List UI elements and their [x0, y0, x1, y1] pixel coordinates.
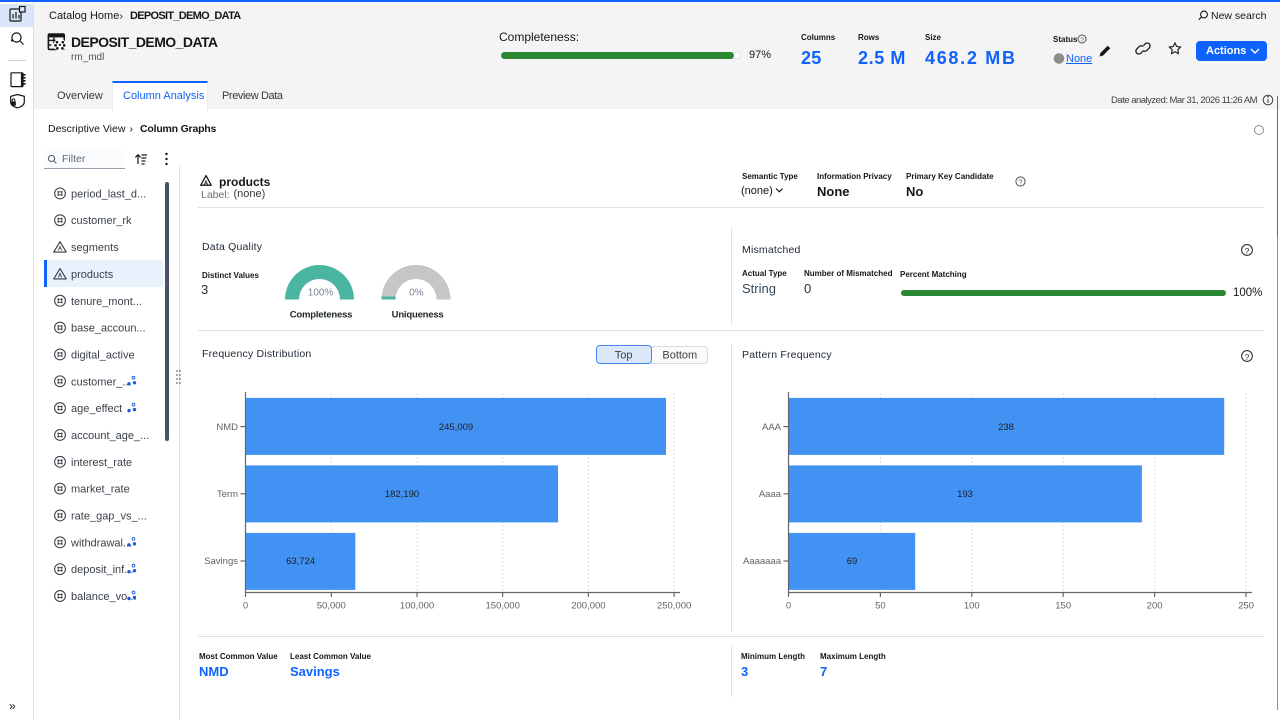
svg-text:NMD: NMD — [216, 422, 238, 433]
svg-text:?: ? — [1245, 246, 1250, 256]
svg-text:market_rate: market_rate — [71, 484, 130, 496]
svg-text:193: 193 — [957, 489, 973, 500]
svg-text:account_age_...: account_age_... — [71, 430, 149, 442]
svg-text:interest_rate: interest_rate — [71, 457, 132, 469]
svg-text:150,000: 150,000 — [486, 601, 520, 612]
svg-text:period_last_d...: period_last_d... — [71, 188, 146, 200]
svg-text:Bottom: Bottom — [662, 350, 697, 362]
svg-text:69: 69 — [847, 556, 858, 567]
svg-text:digital_active: digital_active — [71, 349, 135, 361]
svg-text:A: A — [58, 273, 63, 279]
svg-text:Term: Term — [217, 489, 238, 500]
svg-text:0: 0 — [786, 601, 791, 612]
svg-text:63,724: 63,724 — [286, 556, 315, 567]
svg-text:Savings: Savings — [204, 556, 238, 567]
svg-text:tenure_mont...: tenure_mont... — [71, 296, 142, 308]
svg-text:AAA: AAA — [762, 422, 782, 433]
svg-text:200,000: 200,000 — [571, 601, 605, 612]
svg-text:0%: 0% — [409, 288, 424, 299]
svg-text:Top: Top — [615, 350, 633, 362]
svg-text:A: A — [204, 180, 209, 186]
svg-text:Completeness: Completeness — [290, 310, 353, 321]
svg-text:segments: segments — [71, 242, 119, 254]
svg-text:100: 100 — [964, 601, 980, 612]
svg-text:rate_gap_vs_...: rate_gap_vs_... — [71, 510, 147, 522]
svg-text:50,000: 50,000 — [317, 601, 346, 612]
svg-text:?: ? — [1245, 352, 1250, 362]
svg-text:deposit_inf...: deposit_inf... — [71, 564, 133, 576]
svg-text:150: 150 — [1055, 601, 1071, 612]
svg-text:customer_rk: customer_rk — [71, 215, 132, 227]
svg-text:Aaaa: Aaaa — [759, 489, 782, 500]
svg-text:age_effect: age_effect — [71, 403, 122, 415]
svg-text:Aaaaaaa: Aaaaaaa — [743, 556, 782, 567]
svg-text:?: ? — [1019, 180, 1023, 187]
svg-text:100,000: 100,000 — [400, 601, 434, 612]
svg-text:withdrawal...: withdrawal... — [70, 537, 132, 549]
svg-text:base_accoun...: base_accoun... — [71, 323, 146, 335]
svg-text:245,009: 245,009 — [439, 422, 473, 433]
svg-text:182,190: 182,190 — [385, 489, 419, 500]
svg-text:50: 50 — [875, 601, 886, 612]
svg-text:200: 200 — [1147, 601, 1163, 612]
svg-text:balance_vo...: balance_vo... — [71, 591, 136, 603]
svg-text:customer_...: customer_... — [71, 376, 132, 388]
svg-text:products: products — [71, 269, 114, 281]
svg-text:A: A — [58, 246, 63, 252]
svg-text:250,000: 250,000 — [657, 601, 691, 612]
svg-text:250: 250 — [1238, 601, 1254, 612]
svg-text:Uniqueness: Uniqueness — [392, 310, 444, 321]
svg-text:?: ? — [1080, 37, 1084, 44]
svg-text:100%: 100% — [308, 288, 334, 299]
svg-text:238: 238 — [998, 422, 1014, 433]
svg-text:0: 0 — [243, 601, 248, 612]
